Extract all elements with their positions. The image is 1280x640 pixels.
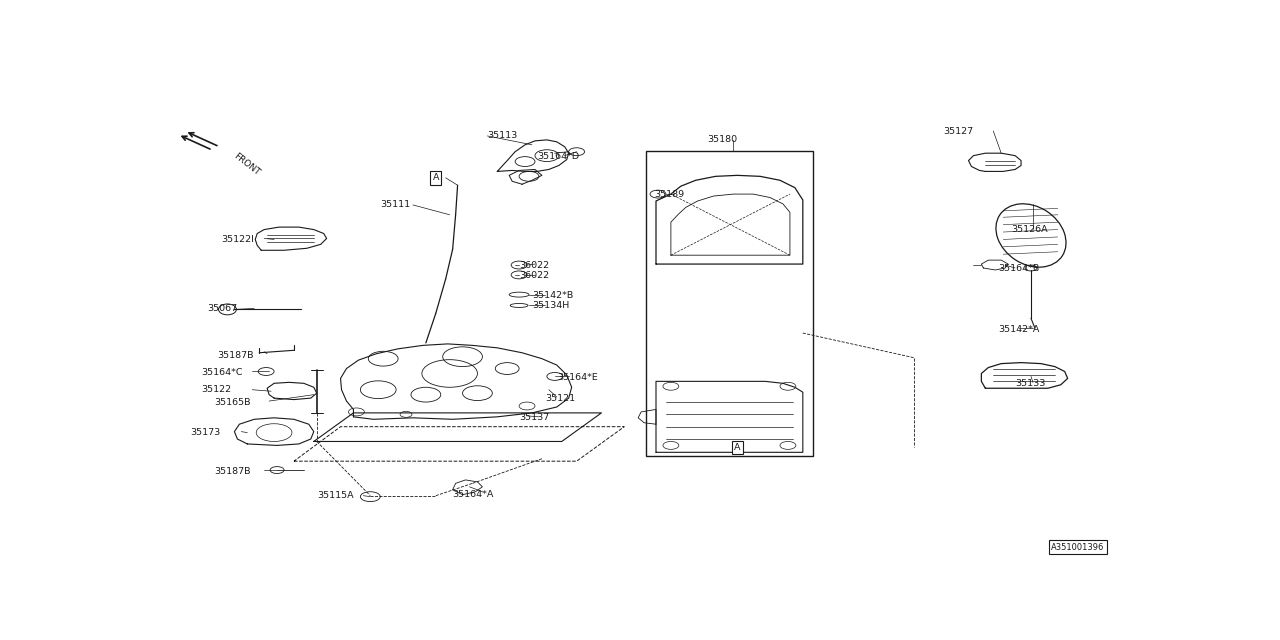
Bar [646,150,813,456]
Text: 35133: 35133 [1015,379,1046,388]
Text: 35164*B: 35164*B [998,264,1039,273]
Text: 35164*A: 35164*A [453,490,494,499]
Text: 35164*D: 35164*D [538,152,579,161]
Text: 35127: 35127 [943,127,974,136]
Text: 36022: 36022 [520,260,549,269]
Text: 35111: 35111 [380,200,411,209]
Text: 35067: 35067 [207,304,238,313]
Text: 35134H: 35134H [532,301,570,310]
Text: 35164*E: 35164*E [557,373,598,382]
Text: A: A [433,173,439,182]
Text: 35165B: 35165B [215,397,251,406]
Text: 35122I: 35122I [221,235,255,244]
Text: 35189: 35189 [654,189,684,198]
Text: 35122: 35122 [202,385,232,394]
Text: 35113: 35113 [488,131,517,140]
Text: A351001396: A351001396 [1051,543,1105,552]
Text: 36022: 36022 [520,271,549,280]
Text: 35164*C: 35164*C [202,368,243,377]
Text: FRONT: FRONT [232,152,261,177]
Text: 35126A: 35126A [1011,225,1048,234]
Text: 35121: 35121 [545,394,575,403]
Text: 35137: 35137 [520,413,549,422]
Text: 35187B: 35187B [218,351,253,360]
Text: 35142*A: 35142*A [998,324,1039,333]
Text: 35180: 35180 [708,136,737,145]
Text: 35187B: 35187B [215,467,251,476]
Text: 35115A: 35115A [316,491,353,500]
Text: 35173: 35173 [189,428,220,437]
Text: 35142*B: 35142*B [532,291,573,300]
Text: A: A [735,443,741,452]
